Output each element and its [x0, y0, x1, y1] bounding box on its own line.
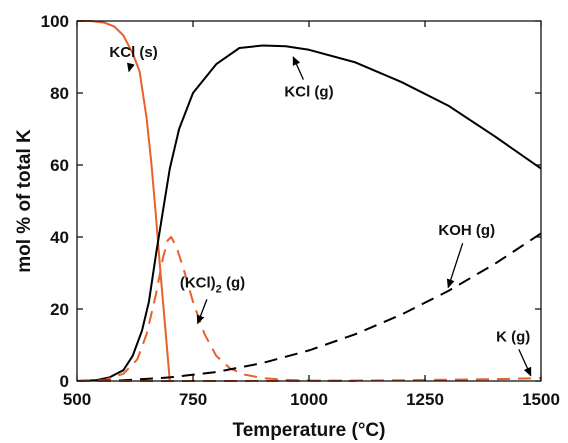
- annotation-arrow: [446, 242, 464, 289]
- y-tick-label: 40: [50, 228, 69, 247]
- series-line-koh-g: [76, 232, 542, 382]
- series-line-kcl-s: [77, 20, 171, 382]
- annotation-koh-g: KOH (g): [438, 222, 495, 239]
- x-tick-label: 1250: [406, 390, 444, 409]
- x-tick-label: 750: [179, 390, 207, 409]
- x-axis-title: Temperature (°C): [233, 420, 386, 441]
- annotation-kcl-s: KCl (s): [109, 44, 157, 61]
- y-tick-label: 60: [50, 156, 69, 175]
- series-line-kcl-g: [76, 44, 542, 382]
- x-tick-label: 1000: [290, 390, 328, 409]
- plot-area-frame: [76, 20, 542, 382]
- annotation-arrow: [126, 62, 135, 73]
- series-line-kcl-2-g: [76, 236, 356, 382]
- annotation-kcl-g: (KCl)2 (g): [180, 274, 245, 295]
- annotation-arrow: [196, 299, 208, 325]
- annotations: KCl (s) KCl (g) (KCl)2 (g) KOH (g) K (g): [109, 44, 532, 377]
- annotation-arrow: [292, 56, 304, 80]
- y-tick-label: 100: [41, 12, 69, 31]
- y-tick-label: 20: [50, 300, 69, 319]
- y-axis-title: mol % of total K: [14, 129, 35, 273]
- y-tick-label: 0: [60, 372, 69, 391]
- series-layer: [76, 20, 542, 382]
- annotation-k-g: K (g): [496, 328, 530, 345]
- axis-ticks: 500 750 1000 1250 1500 0 20 40 60 80 100: [41, 12, 560, 409]
- y-tick-label: 80: [50, 84, 69, 103]
- x-tick-label: 500: [63, 390, 91, 409]
- annotation-arrow: [518, 349, 532, 377]
- annotation-kcl-g: KCl (g): [284, 84, 333, 101]
- x-tick-label: 1500: [522, 390, 560, 409]
